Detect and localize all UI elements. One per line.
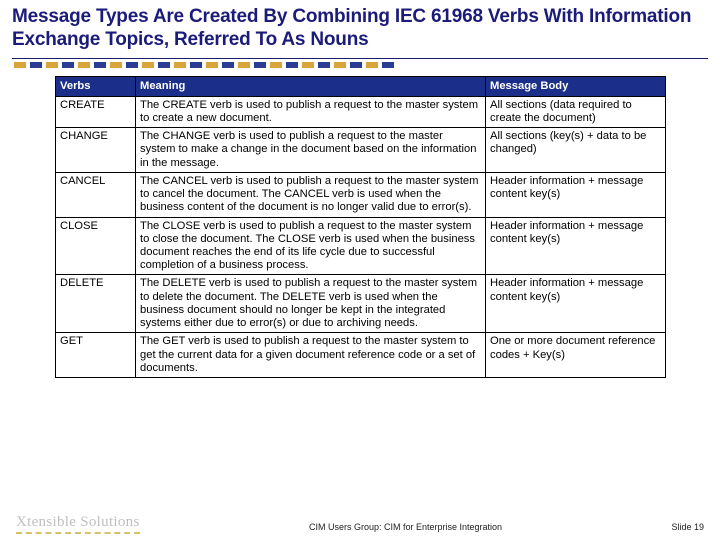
cell-meaning: The CLOSE verb is used to publish a requ… [136,217,486,275]
col-header-verbs: Verbs [56,76,136,96]
cell-verb: CLOSE [56,217,136,275]
verbs-table-container: Verbs Meaning Message Body CREATEThe CRE… [55,76,665,378]
cell-verb: CREATE [56,96,136,127]
cell-body: Header information + message content key… [486,275,666,333]
table-row: CHANGEThe CHANGE verb is used to publish… [56,128,666,173]
cell-meaning: The CHANGE verb is used to publish a req… [136,128,486,173]
table-header-row: Verbs Meaning Message Body [56,76,666,96]
cell-verb: DELETE [56,275,136,333]
cell-verb: CANCEL [56,172,136,217]
cell-meaning: The CANCEL verb is used to publish a req… [136,172,486,217]
cell-meaning: The CREATE verb is used to publish a req… [136,96,486,127]
cell-meaning: The GET verb is used to publish a reques… [136,333,486,378]
table-row: DELETEThe DELETE verb is used to publish… [56,275,666,333]
cell-body: One or more document reference codes + K… [486,333,666,378]
table-row: CLOSEThe CLOSE verb is used to publish a… [56,217,666,275]
cell-body: All sections (key(s) + data to be change… [486,128,666,173]
table-row: CANCELThe CANCEL verb is used to publish… [56,172,666,217]
slide-number: Slide 19 [671,522,704,534]
table-row: GETThe GET verb is used to publish a req… [56,333,666,378]
cell-meaning: The DELETE verb is used to publish a req… [136,275,486,333]
footer-center-text: CIM Users Group: CIM for Enterprise Inte… [140,522,672,534]
cell-verb: CHANGE [56,128,136,173]
table-row: CREATEThe CREATE verb is used to publish… [56,96,666,127]
slide-footer: Xtensible Solutions CIM Users Group: CIM… [0,514,720,534]
cell-verb: GET [56,333,136,378]
decorative-dash-strip [14,62,720,70]
col-header-meaning: Meaning [136,76,486,96]
cell-body: Header information + message content key… [486,172,666,217]
title-underline [12,56,708,59]
verbs-table: Verbs Meaning Message Body CREATEThe CRE… [55,76,666,378]
company-logo-text: Xtensible Solutions [16,514,140,534]
page-title: Message Types Are Created By Combining I… [0,0,720,54]
col-header-body: Message Body [486,76,666,96]
cell-body: All sections (data required to create th… [486,96,666,127]
cell-body: Header information + message content key… [486,217,666,275]
